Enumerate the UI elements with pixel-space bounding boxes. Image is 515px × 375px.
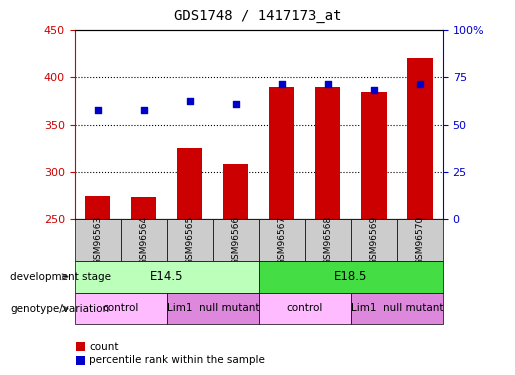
Text: GSM96569: GSM96569 (369, 215, 379, 265)
Point (278, 81, 286, 87)
Text: GSM96568: GSM96568 (323, 215, 332, 265)
Bar (361, 92, 387, 219)
Text: genotype/variation: genotype/variation (10, 304, 109, 313)
Text: GSM96570: GSM96570 (416, 215, 424, 265)
Bar (259, 219, 305, 261)
Text: percentile rank within the sample: percentile rank within the sample (89, 355, 265, 365)
Bar (269, 87, 295, 219)
Bar (305, 219, 351, 261)
Text: control: control (287, 303, 323, 313)
Text: development stage: development stage (10, 272, 111, 282)
Bar (397, 219, 443, 261)
Text: Lim1  null mutant: Lim1 null mutant (166, 303, 259, 313)
Bar (131, 196, 157, 219)
Point (416, 81, 424, 87)
Point (94, 108, 102, 114)
Bar (315, 87, 340, 219)
Point (232, 101, 240, 107)
Text: E14.5: E14.5 (150, 270, 183, 283)
Bar (223, 165, 248, 219)
Bar (177, 148, 202, 219)
Text: GSM96566: GSM96566 (231, 215, 241, 265)
Text: GSM96567: GSM96567 (277, 215, 286, 265)
Bar (167, 292, 259, 324)
Text: GDS1748 / 1417173_at: GDS1748 / 1417173_at (174, 9, 341, 23)
Point (370, 87, 378, 93)
Text: GSM96565: GSM96565 (185, 215, 194, 265)
Bar (85, 196, 110, 219)
Text: count: count (89, 342, 118, 352)
Text: control: control (102, 303, 139, 313)
Text: E18.5: E18.5 (334, 270, 368, 283)
Text: GSM96564: GSM96564 (139, 215, 148, 265)
Bar (167, 219, 213, 261)
Bar (75, 292, 167, 324)
Point (185, 98, 194, 104)
Bar (75, 261, 259, 292)
Bar (407, 58, 433, 219)
Bar (259, 261, 443, 292)
Point (140, 108, 148, 114)
Bar (351, 292, 443, 324)
Bar (75, 219, 121, 261)
Bar (259, 292, 351, 324)
Bar (213, 219, 259, 261)
Text: Lim1  null mutant: Lim1 null mutant (351, 303, 443, 313)
Point (324, 81, 332, 87)
Bar (121, 219, 167, 261)
Text: GSM96563: GSM96563 (93, 215, 102, 265)
Bar (351, 219, 397, 261)
